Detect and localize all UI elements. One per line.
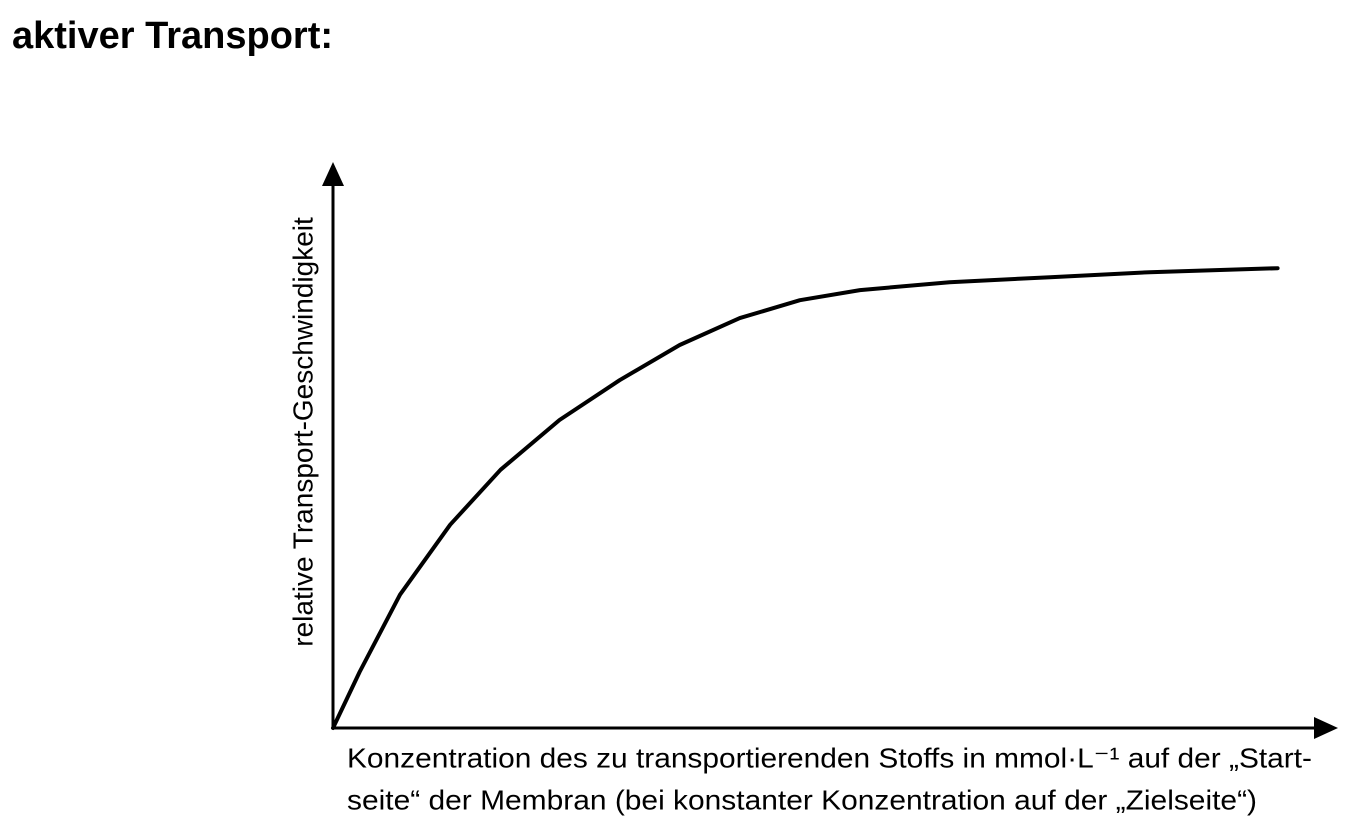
x-axis-arrow bbox=[1314, 717, 1338, 739]
x-axis-label: Konzentration des zu transportierenden S… bbox=[347, 742, 1312, 773]
chart-title: aktiver Transport: bbox=[12, 15, 333, 57]
x-axis-label: seite“ der Membran (bei konstanter Konze… bbox=[347, 784, 1257, 815]
curve bbox=[331, 266, 1280, 730]
y-axis-arrow bbox=[322, 162, 344, 186]
y-axis-label: relative Transport-Geschwindigkeit bbox=[287, 217, 318, 647]
